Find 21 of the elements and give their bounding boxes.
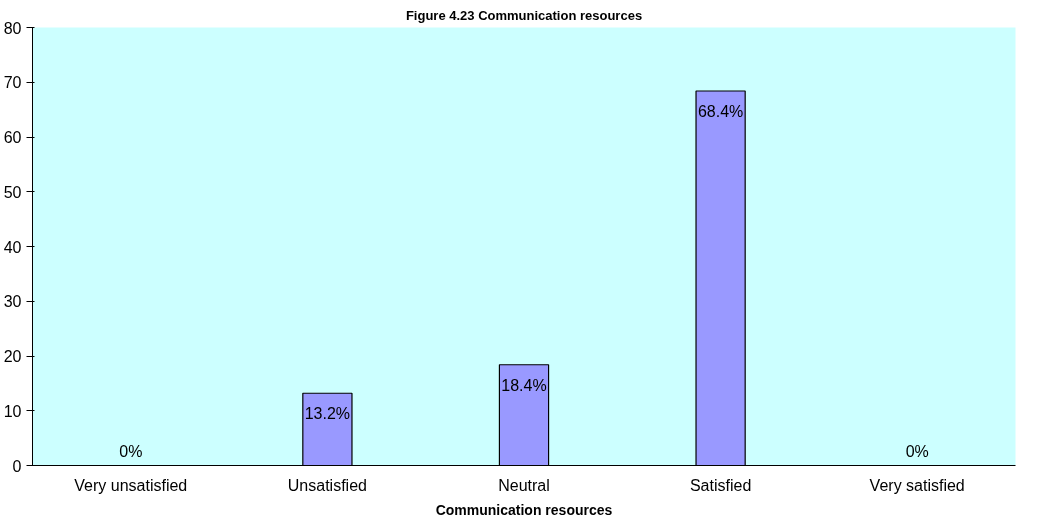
data-label: 0% [905, 442, 929, 460]
y-tick-label: 40 [3, 238, 22, 256]
y-tick-label: 80 [3, 19, 22, 37]
x-tick-label: Neutral [498, 476, 550, 494]
y-tick-label: 0 [12, 457, 22, 475]
x-tick-label: Satisfied [689, 476, 752, 494]
data-label: 18.4% [501, 376, 547, 394]
data-label: 13.2% [304, 405, 351, 423]
y-tick-label: 50 [3, 183, 22, 201]
y-tick-label: 10 [3, 402, 22, 420]
y-tick-label: 70 [3, 74, 22, 92]
y-tick-label: 60 [3, 129, 22, 146]
data-label: 68.4% [697, 103, 744, 121]
x-tick-label: Very satisfied [869, 476, 965, 494]
x-tick-label: Unsatisfied [287, 476, 367, 494]
x-axis-title: Communication resources [435, 501, 613, 518]
y-tick-label: 30 [3, 293, 22, 311]
chart-title: Figure 4.23 Communication resources [405, 7, 643, 23]
data-label: 0% [119, 442, 143, 460]
y-tick-label: 20 [3, 348, 22, 365]
x-tick-label: Very unsatisfied [74, 476, 188, 494]
